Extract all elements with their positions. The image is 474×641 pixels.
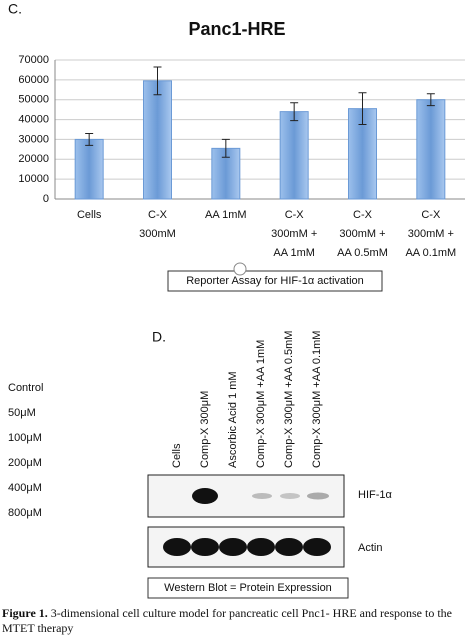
dose-label: 400μM (8, 482, 42, 494)
bar (74, 138, 104, 200)
x-tick-label: Cells (77, 209, 102, 221)
dose-label: 100μM (8, 432, 42, 444)
error-bar (290, 102, 299, 122)
dose-label: 50μM (8, 407, 36, 419)
x-tick-label: AA 0.1mM (405, 247, 456, 259)
y-tick-label: 0 (43, 193, 49, 205)
caption-label: Figure 1. (2, 606, 48, 620)
dose-label: 200μM (8, 457, 42, 469)
lane-label: Ascorbic Acid 1 mM (227, 371, 239, 468)
bar (416, 99, 446, 200)
y-tick-label: 20000 (18, 153, 49, 165)
error-bar (221, 138, 230, 158)
caption-text: Western Blot = Protein Expression (164, 582, 332, 594)
chart-title: Panc1-HRE (188, 19, 285, 39)
bar (279, 111, 309, 200)
band (192, 488, 218, 504)
x-tick-label: AA 1mM (205, 209, 247, 221)
blot-label: HIF-1α (358, 489, 393, 501)
band (307, 492, 329, 500)
x-tick-label: 300mM (139, 228, 176, 240)
x-tick-label: C-X (353, 209, 373, 221)
x-tick-label: 300mM + (408, 228, 454, 240)
panel-label: D. (152, 329, 166, 345)
caption-box (147, 577, 349, 599)
y-tick-label: 60000 (18, 74, 49, 86)
actin-bands (163, 538, 331, 556)
dose-label: Control (8, 382, 43, 394)
caption-box (167, 270, 383, 292)
band (280, 493, 300, 499)
lane-label: Cells (171, 443, 183, 468)
lane-label: Comp-X 300μM +AA 1mM (255, 340, 267, 468)
lane-label: Comp-X 300μM +AA 0.1mM (311, 331, 323, 468)
dose-label: 800μM (8, 507, 42, 519)
y-tick-label: 30000 (18, 133, 49, 145)
error-bar (85, 132, 94, 146)
error-bar (358, 92, 367, 126)
x-tick-label: C-X (148, 209, 168, 221)
x-tick-label: C-X (285, 209, 305, 221)
x-tick-label: AA 0.5mM (337, 247, 388, 259)
y-tick-label: 50000 (18, 94, 49, 106)
x-tick-label: 300mM + (271, 228, 317, 240)
caption-text: Reporter Assay for HIF-1α activation (186, 275, 364, 287)
y-tick-label: 70000 (18, 54, 49, 66)
error-bar (426, 93, 435, 107)
bar (143, 80, 172, 200)
y-tick-label: 10000 (18, 173, 49, 185)
panel-label: C. (8, 1, 22, 17)
figure-caption: Figure 1. 3-dimensional cell culture mod… (2, 606, 474, 636)
y-tick-label: 40000 (18, 113, 49, 125)
blot-label: Actin (358, 542, 382, 554)
x-tick-label: 300mM + (339, 228, 385, 240)
lane-label: Comp-X 300μM +AA 0.5mM (283, 331, 295, 468)
caption-body: 3-dimensional cell culture model for pan… (2, 606, 452, 635)
x-tick-label: C-X (421, 209, 441, 221)
cursor-ring (233, 262, 247, 276)
bar (211, 147, 241, 200)
error-bar (153, 66, 162, 96)
lane-label: Comp-X 300μM (199, 391, 211, 468)
x-tick-label: AA 1mM (273, 247, 315, 259)
band (252, 493, 272, 499)
